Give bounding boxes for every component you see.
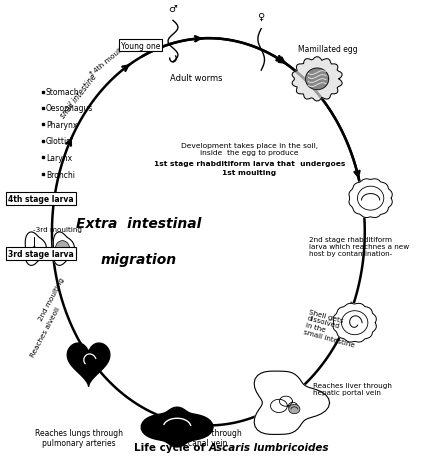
Circle shape [55, 241, 70, 257]
Polygon shape [141, 407, 213, 447]
Text: 2nd moulting: 2nd moulting [37, 276, 65, 321]
Text: Oesophagus: Oesophagus [46, 104, 93, 113]
Text: 2nd stage rhabditiform
larva which reachnes a new
host by contamination-: 2nd stage rhabditiform larva which reach… [309, 237, 409, 257]
Text: Shell gets
dissolved
in the
small intestine: Shell gets dissolved in the small intest… [303, 308, 361, 348]
Text: Adult worms: Adult worms [170, 74, 222, 82]
Text: Reaches heart through
post canal vein: Reaches heart through post canal vein [154, 428, 242, 447]
Text: snail intestine: snail intestine [58, 73, 99, 120]
Polygon shape [292, 57, 342, 102]
Polygon shape [25, 232, 46, 266]
Text: 1st moulting: 1st moulting [222, 170, 276, 175]
Text: Extra  intestinal: Extra intestinal [76, 216, 201, 230]
Text: -3rd moulting: -3rd moulting [34, 227, 83, 233]
Text: Pharynx: Pharynx [46, 120, 77, 130]
Polygon shape [349, 179, 392, 218]
Text: Reaches liver through
hepatic portal vein: Reaches liver through hepatic portal vei… [313, 382, 392, 395]
Text: Development takes place in the soil,
inside  the egg to produce: Development takes place in the soil, ins… [181, 143, 318, 156]
Text: $♂$: $♂$ [168, 3, 178, 14]
Text: Larynx: Larynx [46, 153, 72, 162]
Polygon shape [254, 371, 329, 434]
Text: Glottis: Glottis [46, 137, 71, 146]
Text: 4th stage larva: 4th stage larva [8, 194, 74, 204]
Text: 3rd stage larva: 3rd stage larva [8, 250, 74, 258]
Text: Ascaris lumbricoides: Ascaris lumbricoides [209, 442, 329, 452]
Ellipse shape [357, 187, 384, 211]
Text: $♀$: $♀$ [257, 11, 265, 23]
Text: Life cycle of: Life cycle of [134, 442, 209, 452]
Ellipse shape [341, 311, 368, 335]
Ellipse shape [289, 405, 300, 414]
Text: 1st stage rhabditiform larva that  undergoes: 1st stage rhabditiform larva that underg… [154, 161, 345, 167]
Polygon shape [53, 232, 74, 266]
Polygon shape [67, 344, 110, 386]
Polygon shape [306, 69, 329, 90]
Text: Bronchi: Bronchi [46, 170, 75, 179]
Text: Stomach: Stomach [46, 88, 80, 97]
Polygon shape [333, 304, 376, 342]
Text: Young one: Young one [121, 42, 160, 50]
Text: Reaches alveoli: Reaches alveoli [30, 305, 61, 357]
Text: Reaches lungs through
pulmonary arteries: Reaches lungs through pulmonary arteries [35, 428, 123, 447]
Text: Mamillated egg: Mamillated egg [298, 45, 357, 54]
Text: migration: migration [100, 253, 176, 267]
Text: ↑4th moulting: ↑4th moulting [89, 39, 133, 78]
